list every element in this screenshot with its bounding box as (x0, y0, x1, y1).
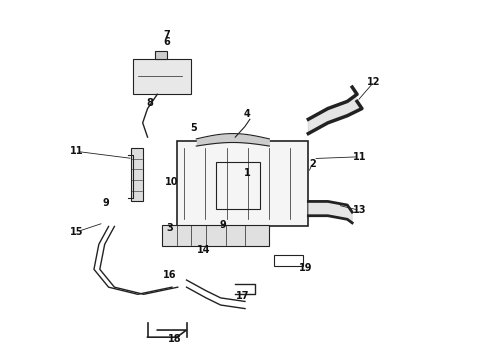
Text: 11: 11 (353, 152, 366, 162)
Text: 9: 9 (220, 220, 226, 230)
Text: 1: 1 (244, 168, 251, 178)
Bar (274, 255, 303, 266)
Text: 19: 19 (299, 262, 313, 273)
Text: 17: 17 (236, 291, 249, 301)
Text: 15: 15 (70, 227, 84, 237)
Bar (155, 51, 167, 59)
Text: 18: 18 (168, 334, 181, 344)
Text: 3: 3 (166, 223, 173, 233)
Text: 16: 16 (163, 270, 176, 280)
Text: 14: 14 (197, 245, 210, 255)
Bar (177, 141, 308, 226)
Bar (216, 162, 260, 208)
Text: 4: 4 (244, 109, 251, 119)
Text: 9: 9 (103, 198, 110, 208)
Text: 5: 5 (191, 123, 197, 133)
Bar (162, 225, 270, 246)
Text: 13: 13 (353, 205, 366, 215)
Text: 6: 6 (164, 37, 171, 48)
Polygon shape (308, 87, 362, 134)
Bar (133, 59, 192, 94)
Text: 11: 11 (70, 147, 84, 157)
Text: 8: 8 (147, 98, 153, 108)
Polygon shape (308, 202, 352, 223)
Text: 2: 2 (309, 159, 316, 169)
Bar (130, 148, 143, 202)
Text: 10: 10 (165, 177, 179, 187)
Text: 12: 12 (368, 77, 381, 87)
Text: 7: 7 (164, 30, 171, 40)
